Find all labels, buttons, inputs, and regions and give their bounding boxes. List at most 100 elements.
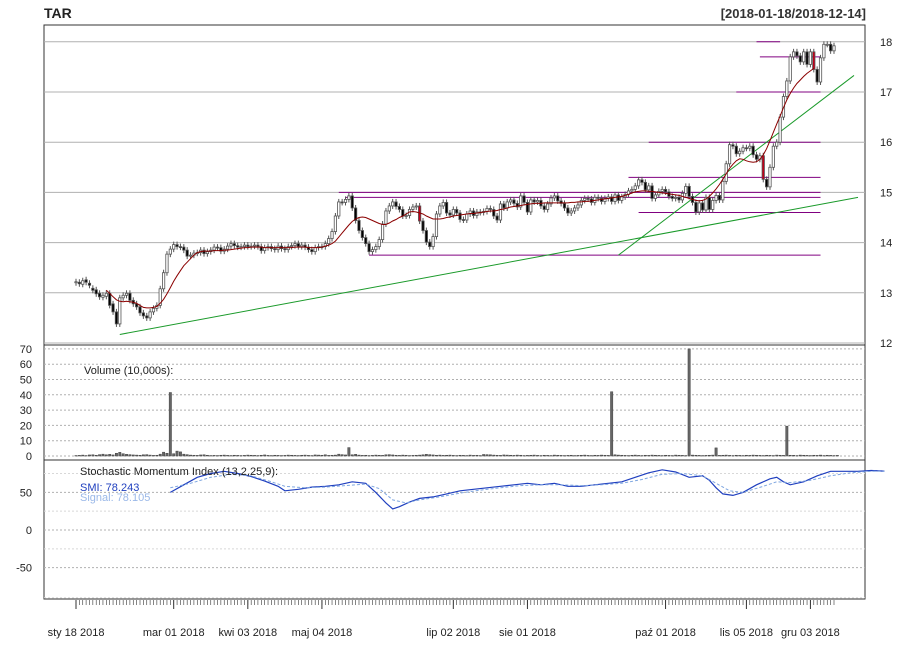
volume-bar	[296, 455, 300, 457]
volume-bar	[320, 454, 324, 457]
candle-body	[509, 199, 513, 203]
candle-body	[465, 213, 469, 221]
candle-body	[380, 223, 385, 240]
candle-body	[660, 188, 664, 192]
candle-body	[455, 209, 459, 214]
candle-body	[687, 185, 691, 197]
x-tick-label: lip 02 2018	[426, 627, 480, 639]
candle-body	[711, 200, 715, 210]
volume-bar	[654, 454, 657, 457]
candle-body	[653, 194, 658, 199]
volume-bar	[792, 455, 796, 457]
candle-body	[825, 43, 829, 46]
candle-body	[343, 199, 348, 203]
volume-bar	[478, 455, 482, 457]
volume-bar	[135, 454, 139, 457]
candle-body	[579, 200, 583, 206]
trend-line	[618, 75, 855, 256]
volume-bar	[414, 454, 418, 457]
x-tick-label: lis 05 2018	[720, 627, 773, 639]
candle-body	[141, 312, 145, 317]
candle-body	[620, 196, 624, 201]
candle-body	[148, 311, 152, 319]
volume-bar	[138, 454, 142, 457]
volume-bar	[77, 455, 81, 457]
candle-body	[795, 51, 799, 57]
smi-y-tick-label: -50	[16, 563, 32, 575]
volume-bar	[758, 455, 762, 457]
candle-body	[424, 230, 428, 243]
volume-bar	[84, 455, 88, 457]
candle-body	[178, 246, 183, 249]
candle-body	[815, 69, 819, 83]
candle-body	[785, 80, 789, 97]
candle-body	[704, 197, 708, 211]
volume-bar	[101, 453, 105, 457]
volume-bar	[718, 455, 721, 457]
x-tick-label: kwi 03 2018	[218, 627, 277, 639]
candle-body	[734, 145, 738, 155]
volume-bar	[606, 455, 610, 457]
volume-bar	[455, 455, 459, 457]
volume-bar	[114, 452, 118, 457]
x-tick-label: sty 18 2018	[48, 627, 105, 639]
candle-body	[370, 249, 375, 253]
volume-bar	[586, 455, 590, 457]
candle-body	[114, 311, 119, 325]
volume-bar	[566, 455, 570, 457]
volume-bar	[596, 455, 600, 457]
volume-bar	[165, 452, 169, 457]
volume-bar	[239, 455, 243, 457]
volume-bar	[246, 454, 250, 457]
volume-bar	[546, 455, 550, 457]
volume-bar	[549, 455, 553, 457]
candle-body	[818, 57, 823, 83]
candle-body	[340, 201, 344, 204]
volume-bar	[755, 454, 758, 457]
volume-bar	[748, 455, 752, 457]
candle-body	[293, 243, 297, 247]
volume-bar	[569, 454, 573, 457]
candle-body	[215, 246, 220, 249]
volume-bar	[674, 454, 678, 457]
candle-body	[576, 204, 580, 209]
candle-body	[404, 215, 408, 217]
price-y-tick-label: 14	[880, 238, 892, 250]
candle-body	[374, 246, 378, 251]
volume-bar	[192, 454, 196, 457]
candle-body	[751, 145, 755, 156]
x-tick-label: maj 04 2018	[292, 627, 353, 639]
candle-body	[394, 201, 398, 207]
volume-bar	[431, 454, 435, 457]
volume-bar	[411, 455, 415, 457]
volume-bar	[519, 454, 523, 457]
candle-body	[532, 199, 536, 203]
candle-body	[832, 45, 836, 52]
candle-body	[529, 199, 533, 213]
candle-body	[761, 155, 765, 180]
volume-bar	[104, 454, 108, 457]
candle-body	[802, 51, 806, 63]
x-tick-label: mar 01 2018	[143, 627, 205, 639]
volume-bar	[350, 454, 354, 457]
volume-bar	[283, 455, 287, 457]
volume-bar	[155, 454, 159, 457]
volume-panel	[43, 344, 866, 461]
volume-bar	[761, 455, 765, 457]
candle-body	[488, 208, 492, 210]
candle-body	[647, 185, 651, 191]
candle-body	[633, 185, 637, 190]
candlestick-series	[74, 41, 836, 327]
candle-body	[643, 181, 647, 191]
candle-body	[327, 238, 331, 245]
price-y-tick-label: 16	[880, 137, 892, 149]
candle-body	[74, 281, 78, 284]
volume-bar	[354, 454, 358, 457]
volume-bar	[111, 454, 115, 457]
candle-body	[111, 303, 115, 313]
candle-body	[616, 194, 620, 201]
candle-body	[525, 202, 530, 213]
volume-bar	[707, 454, 711, 457]
